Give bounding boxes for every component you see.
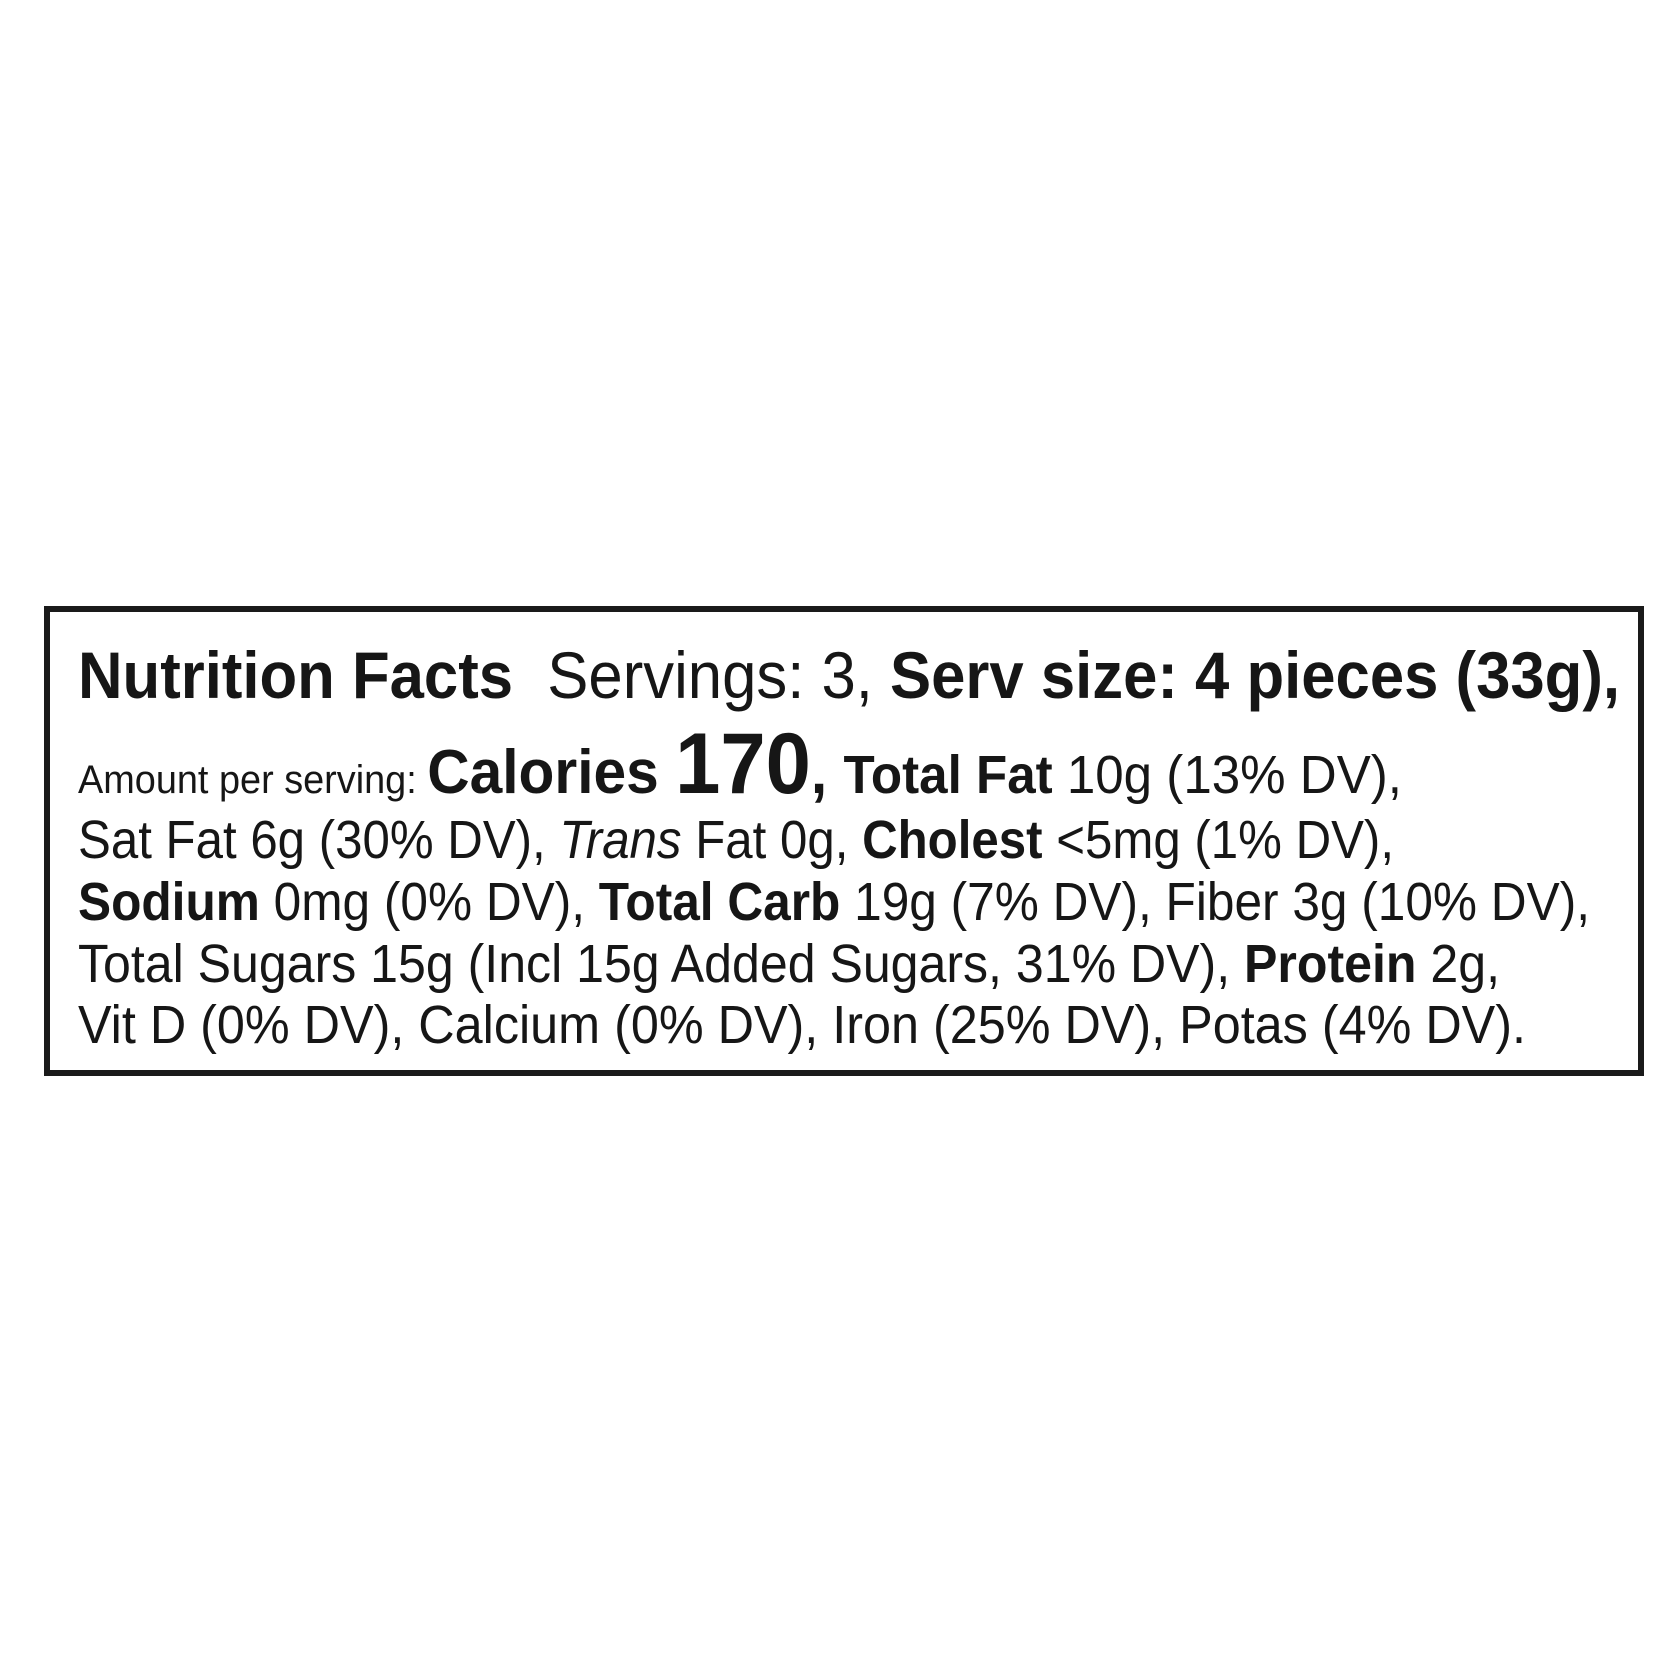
- label-text-segment: Servings: 3,: [513, 637, 891, 712]
- label-text-segment: Total Carb: [598, 871, 841, 932]
- label-text-segment: Sodium: [78, 871, 260, 932]
- label-text-segment: Fat 0g,: [681, 809, 863, 870]
- label-text-segment: Protein: [1244, 933, 1417, 994]
- label-text-segment: 10g (13% DV),: [1052, 745, 1402, 806]
- label-text-segment: 2g,: [1416, 933, 1500, 994]
- label-text-segment: <5mg (1% DV),: [1042, 809, 1394, 870]
- label-line-4: Sodium 0mg (0% DV), Total Carb 19g (7% D…: [78, 875, 1590, 929]
- label-text-segment: Serv size: 4 pieces (33g),: [890, 637, 1620, 712]
- label-line-5: Total Sugars 15g (Incl 15g Added Sugars,…: [78, 937, 1500, 991]
- label-text-segment: Amount per serving:: [78, 758, 428, 803]
- label-text-segment: Calories: [427, 738, 676, 808]
- nutrition-facts-label: Nutrition Facts Servings: 3, Serv size: …: [44, 606, 1644, 1076]
- label-text-segment: Sat Fat 6g (30% DV),: [78, 809, 560, 870]
- label-text-segment: Trans: [559, 809, 682, 870]
- label-line-6: Vit D (0% DV), Calcium (0% DV), Iron (25…: [78, 998, 1526, 1052]
- label-line-1: Nutrition Facts Servings: 3, Serv size: …: [78, 642, 1620, 708]
- label-line-3: Sat Fat 6g (30% DV), Trans Fat 0g, Chole…: [78, 813, 1394, 867]
- label-text-segment: Total Fat: [843, 745, 1053, 806]
- label-text-segment: 0mg (0% DV),: [259, 871, 599, 932]
- label-text-segment: ,: [810, 738, 844, 808]
- label-line-2: Amount per serving: Calories 170, Total …: [78, 721, 1402, 807]
- label-text-segment: Nutrition Facts: [78, 637, 514, 712]
- label-text-segment: 170: [675, 716, 811, 813]
- label-text-segment: Total Sugars 15g (Incl 15g Added Sugars,…: [78, 933, 1245, 994]
- label-text-segment: Cholest: [862, 809, 1043, 870]
- label-text-segment: 19g (7% DV), Fiber 3g (10% DV),: [840, 871, 1590, 932]
- label-text-segment: Vit D (0% DV), Calcium (0% DV), Iron (25…: [78, 994, 1526, 1055]
